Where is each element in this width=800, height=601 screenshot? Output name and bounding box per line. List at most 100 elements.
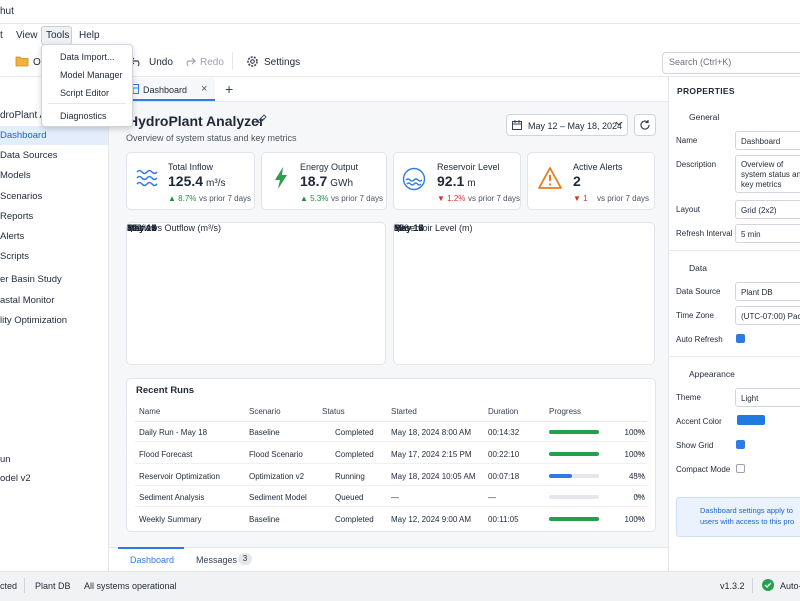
pinned-item[interactable]: un: [0, 454, 11, 465]
settings-button[interactable]: Settings: [264, 57, 301, 68]
date-range: May 12 – May 18, 2024: [528, 121, 623, 131]
kpi-change: ▼ 1.2%: [437, 194, 466, 203]
nav-item[interactable]: Alerts: [0, 231, 25, 242]
kpi-change: ▲ 5.3%: [300, 194, 329, 203]
dropdown-item[interactable]: Data Import...: [60, 52, 115, 62]
progress-bar: [549, 473, 572, 478]
x-tick-label: May 18: [394, 223, 424, 233]
menu-item[interactable]: Tools: [46, 30, 70, 41]
chevron-icon: [615, 121, 623, 126]
checkbox[interactable]: [736, 334, 745, 343]
refresh-button[interactable]: [634, 114, 656, 136]
section-rule: [669, 356, 800, 357]
nav-item[interactable]: Models: [0, 170, 31, 182]
undo-button[interactable]: Undo: [149, 57, 173, 68]
nav-item[interactable]: Data Sources: [0, 150, 58, 162]
document-tab[interactable]: [118, 78, 215, 101]
sidebar: droPlant An Dashboard Data Sources Models Sc…: [0, 77, 109, 571]
chart-menu[interactable]: ⋮: [394, 223, 403, 233]
search-box[interactable]: [662, 52, 800, 74]
nav-item[interactable]: Dashboard: [0, 130, 47, 141]
progress-label: 100%: [624, 428, 645, 437]
row-menu[interactable]: ⋯: [635, 426, 645, 437]
field-input[interactable]: 5 min: [735, 224, 800, 243]
menu-item[interactable]: t: [0, 30, 3, 41]
redo-button[interactable]: Redo: [200, 57, 224, 68]
bottom-tab-label: Dashboard: [130, 555, 175, 565]
project-name: droPlant An: [0, 110, 52, 121]
section-title: Appearance: [689, 369, 735, 379]
status-bar: [0, 571, 800, 601]
checkbox[interactable]: [736, 464, 745, 473]
dropdown-item[interactable]: Diagnostics: [60, 111, 107, 121]
field-input[interactable]: Overview of system status and key metric…: [735, 155, 800, 193]
kpi-value: 125.4 m³/s: [168, 173, 226, 189]
bottom-tab-label[interactable]: Messages: [196, 555, 238, 565]
checkbox[interactable]: [736, 440, 745, 449]
bottom-tab-active[interactable]: [118, 547, 184, 571]
tab-close[interactable]: ×: [201, 83, 208, 95]
cell-scenario: Flood Scenario: [249, 449, 303, 459]
table-title: Recent Runs: [136, 385, 195, 396]
y-tick-label: 85: [394, 223, 405, 233]
page-title: HydroPlant Analyzer: [128, 113, 265, 129]
calendar-icon: [512, 120, 522, 130]
kpi-label: Total Inflow: [168, 162, 214, 172]
row-menu[interactable]: ⋯: [635, 491, 645, 503]
recent-item[interactable]: lity Optimization: [0, 315, 68, 326]
kpi-note: vs prior 7 days: [597, 194, 650, 203]
redo-icon: [186, 57, 196, 67]
dropdown-separator: [48, 103, 126, 104]
field-label: Data Source: [676, 287, 721, 296]
new-tab-button[interactable]: +: [225, 81, 234, 97]
menu-item[interactable]: View: [16, 30, 38, 41]
tab-label: Dashboard: [143, 85, 188, 95]
y-tick-label: 100: [394, 223, 410, 233]
nav-item[interactable]: Scenarios: [0, 190, 43, 202]
color-swatch[interactable]: [737, 415, 765, 425]
page-subtitle: Overview of system status and key metric…: [126, 133, 297, 143]
reservoir-icon: [402, 167, 426, 191]
field-input[interactable]: Light: [735, 388, 800, 407]
menu-item[interactable]: Help: [79, 30, 100, 41]
kpi-number: 18.7: [300, 173, 328, 189]
recent-item[interactable]: astal Monitor: [0, 294, 55, 306]
date-range-picker[interactable]: [506, 114, 628, 136]
column-header: Scenario: [249, 407, 281, 416]
progress-bar: [549, 430, 599, 434]
field-input[interactable]: Plant DB: [735, 282, 800, 301]
column-header: Started: [391, 407, 417, 416]
refresh-icon: [640, 120, 650, 130]
open-button[interactable]: O: [33, 57, 41, 68]
kpi-unit: m³/s: [206, 178, 226, 189]
chart-menu[interactable]: ⋮: [127, 223, 136, 233]
settings-icon: [247, 56, 258, 67]
x-tick-label: May 16: [394, 223, 424, 233]
dropdown-item[interactable]: Model Manager: [60, 70, 123, 80]
row-menu[interactable]: ⋯: [635, 447, 645, 459]
kpi-change: ▼ 1: [573, 194, 588, 203]
x-tick-label: May 15: [127, 223, 157, 233]
row-menu[interactable]: ⋯: [635, 469, 645, 481]
nav-item[interactable]: Reports: [0, 210, 34, 222]
field-label: Auto Refresh: [676, 335, 723, 344]
recent-item[interactable]: er Basin Study: [0, 274, 62, 285]
x-tick-label: May 13: [394, 223, 424, 233]
kpi-number: 92.1: [437, 173, 465, 189]
window-title: hut: [0, 6, 14, 17]
progress-bar: [549, 451, 599, 456]
field-input[interactable]: Dashboard: [735, 131, 800, 150]
field-input[interactable]: (UTC-07:00) Pacific: [735, 306, 800, 325]
field-input[interactable]: Grid (2x2): [735, 200, 800, 219]
row-menu[interactable]: ⋯: [635, 513, 645, 525]
progress-label: 100%: [624, 449, 645, 459]
progress-label: 100%: [624, 515, 645, 525]
field-label: Name: [676, 136, 698, 145]
cell-scenario: Baseline: [249, 515, 280, 525]
cell-scenario: Sediment Model: [249, 493, 307, 503]
dropdown-item[interactable]: Script Editor: [60, 88, 110, 98]
pinned-item[interactable]: odel v2: [0, 473, 31, 484]
nav-item[interactable]: Scripts: [0, 251, 30, 263]
column-header: Status: [322, 407, 345, 416]
row-rule: [135, 484, 647, 486]
